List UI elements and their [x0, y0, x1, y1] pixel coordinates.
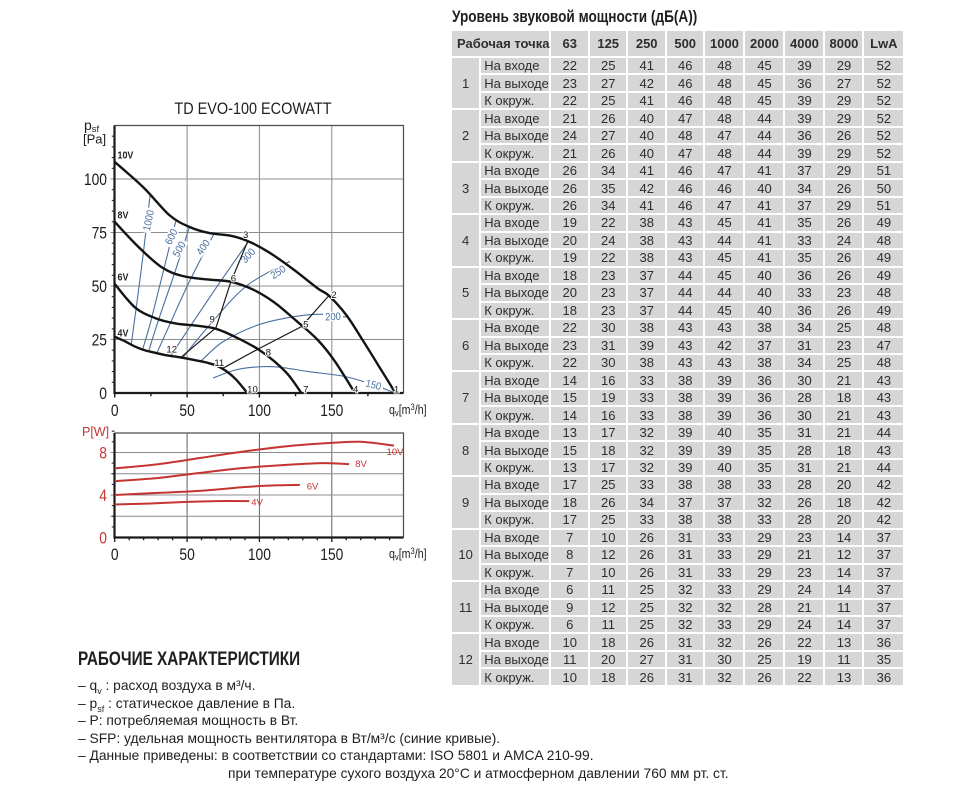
svg-text:10V: 10V	[387, 447, 405, 458]
svg-text:12: 12	[166, 345, 177, 356]
svg-text:50: 50	[179, 402, 194, 420]
svg-text:4V: 4V	[118, 328, 129, 340]
svg-text:10V: 10V	[118, 150, 134, 162]
svg-text:[Pa]: [Pa]	[83, 132, 106, 147]
svg-text:0: 0	[99, 385, 107, 403]
svg-text:6: 6	[231, 273, 236, 284]
svg-text:4V: 4V	[251, 498, 263, 509]
svg-text:100: 100	[84, 171, 107, 189]
svg-text:150: 150	[320, 402, 343, 420]
svg-text:9: 9	[210, 315, 215, 326]
svg-text:8V: 8V	[118, 210, 129, 222]
svg-text:TD EVO-100 ECOWATT: TD EVO-100 ECOWATT	[174, 100, 332, 118]
svg-text:8: 8	[99, 444, 107, 462]
svg-text:6V: 6V	[118, 272, 129, 284]
svg-text:10: 10	[247, 384, 258, 395]
svg-text:100: 100	[248, 402, 271, 420]
svg-text:4: 4	[99, 487, 107, 505]
svg-text:0: 0	[111, 546, 119, 564]
svg-text:5: 5	[303, 320, 308, 331]
svg-text:2: 2	[331, 290, 336, 301]
svg-text:8V: 8V	[355, 459, 367, 470]
svg-text:3: 3	[243, 230, 248, 241]
svg-text:75: 75	[92, 224, 107, 242]
svg-text:1: 1	[394, 384, 399, 395]
svg-text:qv[m3/h]: qv[m3/h]	[389, 401, 427, 418]
svg-text:50: 50	[92, 278, 107, 296]
svg-text:11: 11	[214, 358, 224, 369]
svg-text:150: 150	[364, 378, 382, 393]
svg-text:P[W]: P[W]	[82, 425, 109, 439]
svg-text:4: 4	[353, 384, 359, 395]
svg-text:0: 0	[111, 402, 119, 420]
svg-text:6V: 6V	[307, 482, 319, 493]
svg-text:0: 0	[99, 529, 107, 547]
svg-text:200: 200	[325, 311, 342, 323]
svg-text:100: 100	[248, 546, 271, 564]
svg-text:150: 150	[320, 546, 343, 564]
svg-text:50: 50	[179, 546, 194, 564]
svg-text:7: 7	[303, 384, 308, 395]
svg-text:qv[m3/h]: qv[m3/h]	[389, 545, 427, 562]
svg-text:25: 25	[92, 331, 107, 349]
svg-text:8: 8	[266, 348, 271, 359]
svg-text:1000: 1000	[142, 209, 158, 232]
